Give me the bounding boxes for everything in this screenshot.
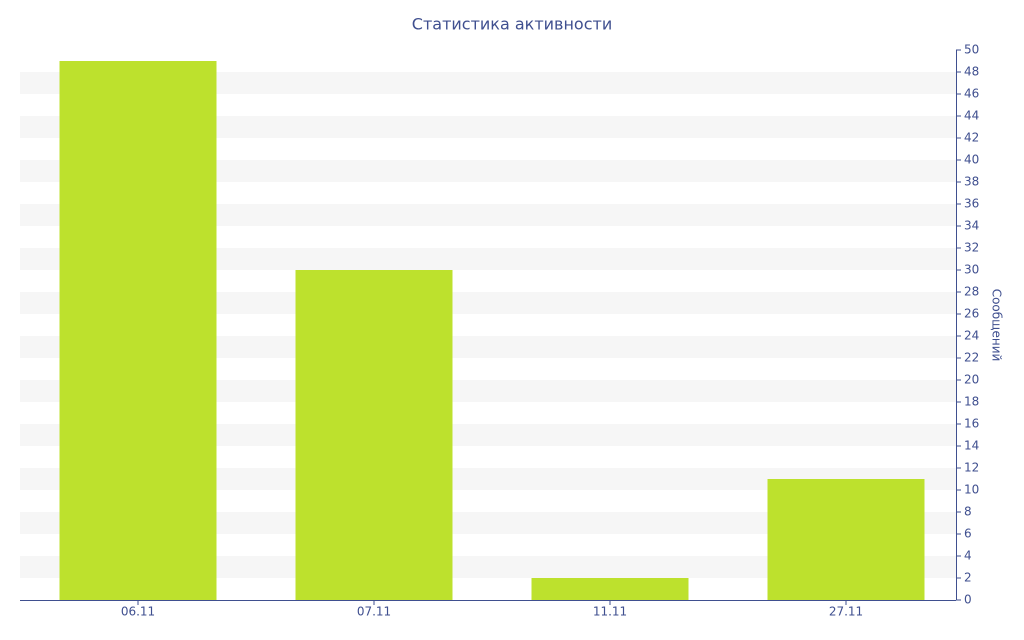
- y-tick-label: 46: [964, 87, 979, 101]
- grid-band: [20, 116, 956, 138]
- y-tick-label: 16: [964, 417, 979, 431]
- bar: [295, 270, 453, 600]
- y-tick-label: 30: [964, 263, 979, 277]
- grid-band: [20, 248, 956, 270]
- y-tick-label: 40: [964, 153, 979, 167]
- y-tick-label: 32: [964, 241, 979, 255]
- grid-band: [20, 204, 956, 226]
- chart-title: Статистика активности: [412, 15, 612, 34]
- y-tick-label: 24: [964, 329, 979, 343]
- grid-band: [20, 424, 956, 446]
- y-tick-label: 38: [964, 175, 979, 189]
- x-tick-label: 06.11: [121, 605, 155, 619]
- y-tick-label: 28: [964, 285, 979, 299]
- bar: [531, 578, 689, 600]
- y-tick-label: 22: [964, 351, 979, 365]
- x-tick-label: 27.11: [829, 605, 863, 619]
- y-tick-label: 8: [964, 505, 972, 519]
- bar: [767, 479, 925, 600]
- grid-band: [20, 160, 956, 182]
- y-tick-label: 20: [964, 373, 979, 387]
- grid-band: [20, 292, 956, 314]
- y-tick-label: 42: [964, 131, 979, 145]
- grid-band: [20, 380, 956, 402]
- y-tick-label: 26: [964, 307, 979, 321]
- y-tick-label: 14: [964, 439, 979, 453]
- y-tick-label: 0: [964, 593, 972, 607]
- y-tick-label: 6: [964, 527, 972, 541]
- grid-band: [20, 72, 956, 94]
- grid-band: [20, 336, 956, 358]
- grid-band: [20, 556, 956, 578]
- x-tick-label: 07.11: [357, 605, 391, 619]
- x-tick-label: 11.11: [593, 605, 627, 619]
- y-tick-label: 50: [964, 43, 979, 57]
- y-tick-label: 48: [964, 65, 979, 79]
- y-tick-label: 44: [964, 109, 979, 123]
- y-tick-label: 18: [964, 395, 979, 409]
- bar: [59, 61, 217, 600]
- y-tick-label: 4: [964, 549, 972, 563]
- y-tick-label: 2: [964, 571, 972, 585]
- y-axis-label: Сообщений: [990, 289, 1004, 362]
- grid-band: [20, 512, 956, 534]
- y-tick-label: 36: [964, 197, 979, 211]
- y-tick-label: 10: [964, 483, 979, 497]
- grid-band: [20, 468, 956, 490]
- y-tick-label: 12: [964, 461, 979, 475]
- y-tick-label: 34: [964, 219, 979, 233]
